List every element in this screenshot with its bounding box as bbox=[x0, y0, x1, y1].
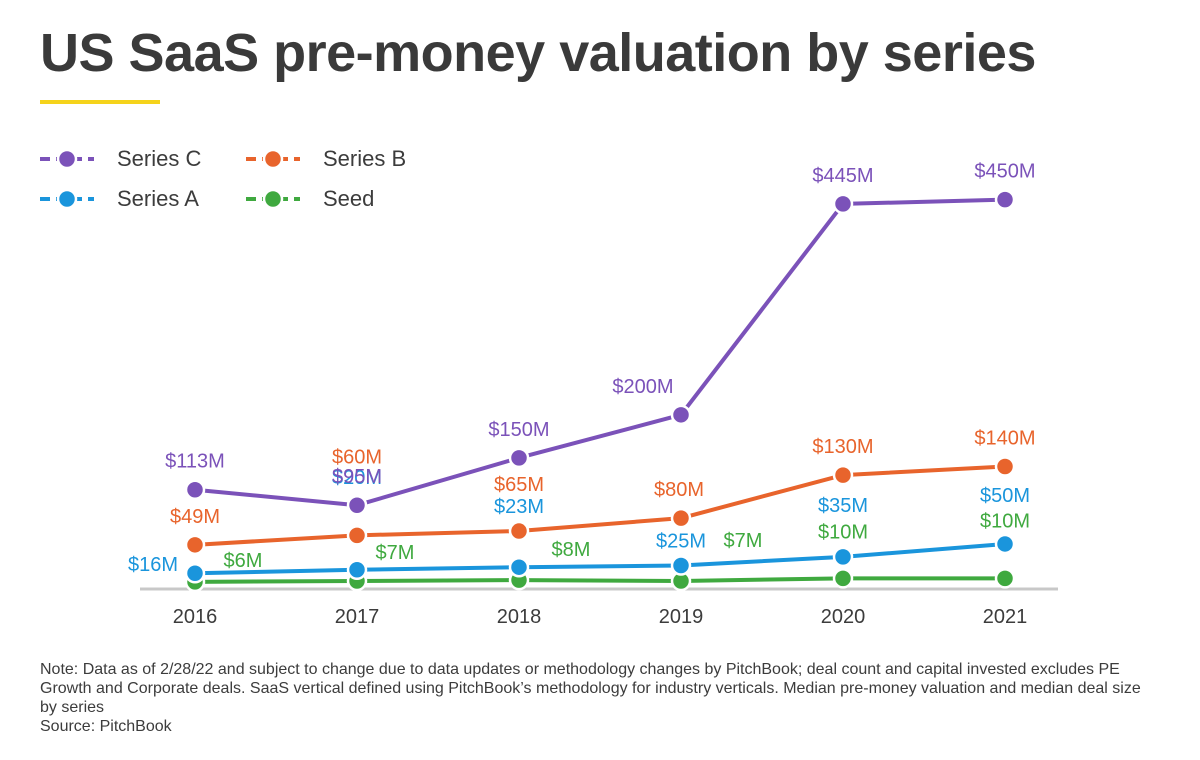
data-label-seed-2017: $7M bbox=[376, 542, 415, 564]
data-label-series-b-2019: $80M bbox=[654, 479, 704, 501]
data-label-series-b-2021: $140M bbox=[974, 427, 1035, 449]
series-line-series-a bbox=[194, 541, 1006, 576]
point-series-c-2018 bbox=[508, 447, 530, 469]
point-series-c-2021 bbox=[994, 189, 1016, 210]
data-label-series-a-2017: $20M bbox=[332, 467, 382, 489]
data-label-series-a-2021: $50M bbox=[980, 485, 1030, 507]
point-series-b-2016 bbox=[184, 534, 206, 556]
data-label-series-a-2020: $35M bbox=[818, 495, 868, 517]
point-series-a-2018 bbox=[508, 556, 530, 578]
point-series-b-2020 bbox=[832, 464, 854, 486]
x-tick-label-2021: 2021 bbox=[983, 606, 1028, 628]
title-accent-bar bbox=[40, 100, 160, 104]
x-tick-label-2019: 2019 bbox=[659, 606, 704, 628]
legend-marker-series-a bbox=[56, 188, 78, 210]
point-series-a-2016 bbox=[184, 562, 206, 584]
x-tick-label-2018: 2018 bbox=[497, 606, 542, 628]
data-label-series-a-2018: $23M bbox=[494, 496, 544, 518]
x-tick-label-2020: 2020 bbox=[821, 606, 866, 628]
data-label-seed-2020: $10M bbox=[818, 521, 868, 543]
data-label-series-a-2019: $25M bbox=[656, 530, 706, 552]
legend-label-series-b: Series B bbox=[323, 146, 406, 171]
point-series-b-2018 bbox=[508, 520, 530, 542]
series-line-seed bbox=[194, 576, 1005, 584]
data-label-series-c-2020: $445M bbox=[812, 165, 873, 187]
data-label-seed-2018: $8M bbox=[552, 539, 591, 561]
point-series-c-2016 bbox=[184, 479, 206, 500]
point-series-b-2021 bbox=[994, 456, 1016, 477]
point-seed-2020 bbox=[832, 568, 854, 589]
data-label-seed-2016: $6M bbox=[224, 550, 263, 572]
legend-marker-seed bbox=[262, 188, 284, 210]
legend-marker-series-c bbox=[56, 148, 78, 170]
data-label-series-b-2020: $130M bbox=[812, 436, 873, 458]
data-label-series-c-2017: $95M bbox=[332, 466, 382, 488]
point-series-c-2019 bbox=[670, 404, 692, 426]
footnote: Note: Data as of 2/28/22 and subject to … bbox=[40, 660, 1160, 736]
point-seed-2021 bbox=[994, 568, 1016, 589]
line-chart: 2016 2017 2018 2019 2020 2021 $6M $7M $8M $7M $10M… bbox=[40, 146, 1058, 628]
series-line-series-c bbox=[194, 197, 1006, 508]
point-series-a-2019 bbox=[670, 555, 692, 576]
point-series-a-2021 bbox=[994, 533, 1016, 555]
note-text: Note: Data as of 2/28/22 and subject to … bbox=[40, 661, 1141, 716]
point-series-a-2020 bbox=[832, 546, 854, 568]
data-label-series-b-2018: $65M bbox=[494, 474, 544, 496]
data-label-series-c-2019: $200M bbox=[612, 376, 673, 398]
point-series-c-2017 bbox=[346, 494, 368, 516]
x-tick-label-2017: 2017 bbox=[335, 606, 380, 628]
legend-label-series-a: Series A bbox=[117, 186, 199, 211]
data-label-series-b-2017: $60M bbox=[332, 446, 382, 468]
data-label-series-c-2021: $450M bbox=[974, 161, 1035, 183]
data-label-series-c-2018: $150M bbox=[488, 419, 549, 441]
chart-title: US SaaS pre-money valuation by series bbox=[40, 23, 1036, 83]
data-label-series-b-2016: $49M bbox=[170, 506, 220, 528]
point-series-a-2017 bbox=[346, 559, 368, 581]
series-line-series-b bbox=[194, 464, 1006, 547]
point-series-c-2020 bbox=[832, 193, 854, 215]
legend-marker-series-b bbox=[262, 148, 284, 170]
source-text: Source: PitchBook bbox=[40, 718, 172, 735]
legend-label-series-c: Series C bbox=[117, 146, 201, 171]
legend-label-seed: Seed bbox=[323, 186, 374, 211]
point-series-b-2019 bbox=[670, 507, 692, 529]
point-series-b-2017 bbox=[346, 525, 368, 546]
data-label-series-a-2016: $16M bbox=[128, 554, 178, 576]
data-label-seed-2021: $10M bbox=[980, 510, 1030, 532]
x-tick-label-2016: 2016 bbox=[173, 606, 218, 628]
data-label-seed-2019: $7M bbox=[724, 530, 763, 552]
data-label-series-c-2016: $113M bbox=[165, 451, 225, 473]
